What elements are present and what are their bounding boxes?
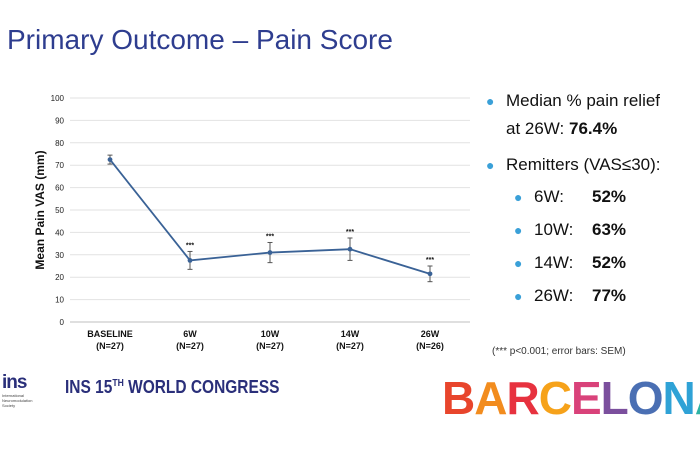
bullet-median-relief: ● Median % pain relief at 26W: 76.4%	[486, 87, 696, 143]
remitter-value: 63%	[592, 220, 627, 239]
remitter-label: 6W:	[534, 187, 564, 206]
x-tick-n-label: (N=27)	[336, 341, 364, 351]
significance-label: ***	[426, 257, 434, 264]
y-tick-label: 50	[55, 206, 64, 215]
line-chart: 0 10 20 30 40 50 60 70 80 90 100 Mean Pain VAS (mm)…	[33, 94, 470, 351]
y-tick-label: 60	[55, 184, 64, 193]
bullet-dot-icon: ●	[514, 255, 523, 271]
x-tick-label: 6W	[183, 329, 197, 339]
bullet-remitters: ● Remitters (VAS≤30):	[486, 151, 696, 179]
bullet-dot-icon: ●	[486, 157, 495, 173]
y-tick-label: 100	[51, 94, 65, 103]
y-tick-label: 70	[55, 161, 64, 170]
remitter-item: ● 14W: 52%	[514, 249, 696, 277]
remitter-value: 52%	[592, 253, 627, 272]
barcelona-letter: A	[695, 373, 700, 423]
data-point	[267, 250, 273, 255]
y-tick-label: 10	[55, 296, 64, 305]
median-relief-value: 76.4%	[569, 119, 618, 138]
median-relief-prefix: at 26W:	[506, 119, 569, 138]
remitter-item: ● 6W: 52%	[514, 183, 696, 211]
x-tick-n-label: (N=27)	[176, 341, 204, 351]
x-tick-label: 26W	[421, 329, 440, 339]
remitter-item: ● 10W: 63%	[514, 216, 696, 244]
barcelona-letter: E	[570, 372, 602, 424]
ins-logo: ins International Neuromodulation Societ…	[2, 372, 42, 410]
y-tick-label: 30	[55, 251, 64, 260]
y-tick-label: 90	[55, 116, 64, 125]
congress-name: INS 15TH WORLD CONGRESS	[65, 377, 279, 398]
remitter-label: 10W:	[534, 220, 574, 239]
bullet-dot-icon: ●	[514, 189, 523, 205]
data-point	[187, 258, 193, 263]
significance-label: ***	[346, 229, 354, 236]
barcelona-letter: N	[662, 372, 696, 424]
significance-label: ***	[266, 233, 274, 240]
significance-label: ***	[186, 242, 194, 249]
x-tick-n-label: (N=26)	[416, 341, 444, 351]
congress-pre: INS 15	[65, 377, 113, 397]
pain-score-chart: 0 10 20 30 40 50 60 70 80 90 100 Mean Pain VAS (mm)…	[33, 94, 470, 351]
data-point	[107, 157, 113, 163]
y-tick-label: 80	[55, 139, 64, 148]
median-relief-line1: Median % pain relief	[506, 91, 661, 110]
bullet-dot-icon: ●	[514, 288, 523, 304]
barcelona-letter: C	[538, 372, 572, 424]
y-tick-label: 20	[55, 273, 64, 282]
remitter-label: 14W:	[534, 253, 574, 272]
bullet-dot-icon: ●	[514, 222, 523, 238]
ins-logo-subtitle: International Neuromodulation Society	[2, 393, 33, 408]
slide-title: Primary Outcome – Pain Score	[7, 24, 393, 55]
x-tick-label: 10W	[261, 329, 280, 339]
congress-post: WORLD CONGRESS	[123, 377, 280, 397]
congress-sup: TH	[112, 378, 124, 389]
barcelona-letter: R	[506, 372, 539, 424]
remitter-item: ● 26W: 77%	[514, 282, 696, 310]
summary-bullets: ● Median % pain relief at 26W: 76.4% ● R…	[486, 87, 696, 310]
ins-logo-text: ins	[2, 372, 27, 393]
data-point	[347, 246, 353, 252]
y-axis-label: Mean Pain VAS (mm)	[33, 150, 47, 269]
data-point	[427, 271, 433, 277]
x-tick-n-label: (N=27)	[256, 341, 284, 351]
x-tick-label: BASELINE	[87, 329, 133, 339]
x-tick-n-label: (N=27)	[96, 341, 124, 351]
footnote: (*** p<0.001; error bars: SEM)	[492, 346, 626, 357]
remitter-value: 77%	[592, 286, 627, 305]
y-tick-label: 40	[55, 228, 64, 237]
remitters-heading: Remitters (VAS≤30):	[506, 155, 661, 174]
y-tick-label: 0	[60, 318, 65, 327]
barcelona-wordmark: BARCELONA	[442, 373, 700, 423]
barcelona-letter: A	[474, 372, 507, 424]
barcelona-letter: B	[442, 372, 475, 424]
bullet-dot-icon: ●	[486, 93, 495, 109]
barcelona-letter: L	[600, 372, 629, 424]
remitter-value: 52%	[592, 187, 627, 206]
remitter-label: 26W:	[534, 286, 574, 305]
barcelona-letter: O	[627, 372, 664, 424]
x-tick-label: 14W	[341, 329, 360, 339]
